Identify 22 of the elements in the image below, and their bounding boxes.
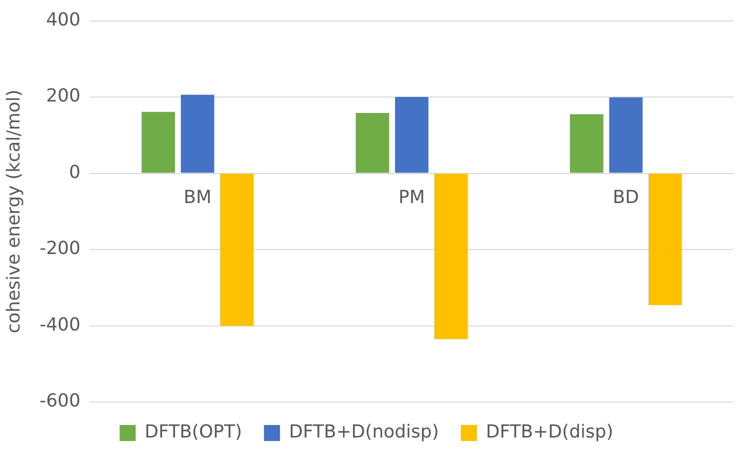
bar bbox=[356, 113, 390, 173]
y-tick-label: -400 bbox=[40, 314, 80, 336]
bar bbox=[609, 97, 643, 173]
x-tick-label: PM bbox=[398, 186, 425, 208]
y-tick-label: -200 bbox=[40, 238, 80, 260]
y-tick-label: -600 bbox=[40, 390, 80, 412]
y-tick-label: 200 bbox=[46, 86, 80, 107]
bar bbox=[142, 112, 175, 173]
bar bbox=[570, 114, 604, 173]
x-tick-label: BM bbox=[184, 186, 212, 208]
bar bbox=[395, 97, 428, 173]
bar bbox=[648, 174, 682, 306]
legend-label: DFTB+D(nodisp) bbox=[288, 422, 439, 443]
bar bbox=[434, 174, 468, 340]
y-tick-label: 0 bbox=[69, 162, 80, 183]
bar bbox=[180, 94, 214, 173]
legend-label: DFTB+D(disp) bbox=[486, 422, 614, 443]
x-tick-label: BD bbox=[612, 186, 640, 208]
bar bbox=[220, 174, 254, 326]
legend-label: DFTB(OPT) bbox=[144, 422, 242, 443]
y-axis-title: cohesive energy (kcal/mol) bbox=[3, 90, 24, 334]
y-tick-label: 400 bbox=[46, 9, 80, 30]
